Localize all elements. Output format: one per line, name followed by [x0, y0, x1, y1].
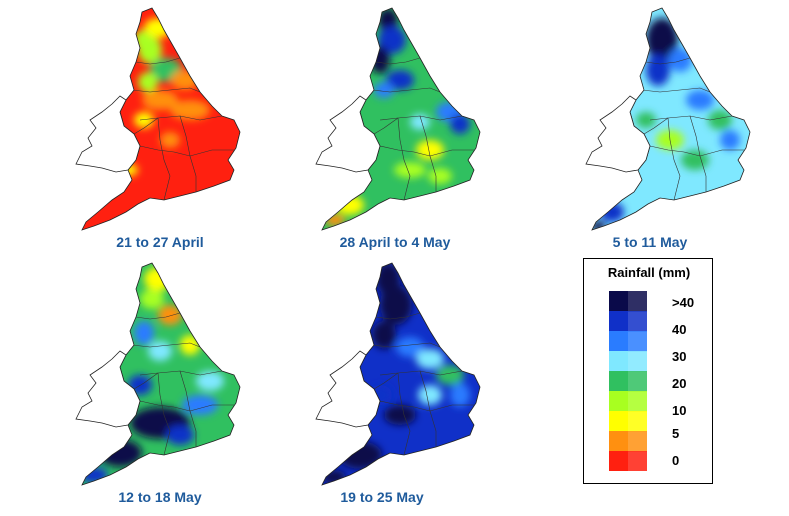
legend-label-gt40: >40 — [672, 295, 695, 310]
wales-outline — [75, 350, 141, 428]
region-boundary — [371, 87, 441, 93]
legend-swatch — [628, 351, 647, 372]
legend-swatch — [609, 411, 628, 432]
region-boundary — [135, 312, 181, 320]
legend-label-40: 40 — [672, 322, 687, 337]
legend-swatch — [628, 451, 647, 471]
region-boundary — [379, 400, 474, 412]
map-caption-4: 12 to 18 May — [118, 489, 202, 505]
legend-swatch — [609, 291, 628, 312]
legend-swatch — [628, 311, 647, 332]
wales-outline — [315, 350, 381, 428]
legend-label-30: 30 — [672, 349, 687, 364]
legend-swatch — [628, 331, 647, 352]
england-wales-map-1 — [75, 7, 241, 231]
region-boundary — [643, 117, 669, 135]
map-caption-3: 5 to 11 May — [612, 234, 688, 250]
map-panel-3 — [550, 0, 789, 235]
rainfall-fill — [592, 8, 750, 230]
legend-swatch — [609, 371, 628, 392]
region-boundary — [397, 117, 411, 201]
england-wales-map-2 — [315, 7, 481, 231]
region-boundary — [131, 342, 201, 348]
region-boundary — [641, 87, 711, 93]
region-boundary — [133, 117, 159, 135]
region-boundary — [139, 145, 234, 157]
map-panel-1 — [40, 0, 280, 235]
region-boundary — [135, 57, 181, 65]
map-panel-5 — [280, 255, 520, 490]
rainfall-legend: Rainfall (mm) >40 40 30 20 10 5 0 — [583, 258, 713, 484]
legend-swatch — [609, 451, 628, 471]
region-boundary — [375, 312, 421, 320]
region-boundary — [157, 372, 171, 456]
legend-swatch — [628, 371, 647, 392]
legend-swatch — [628, 291, 647, 312]
legend-swatch — [628, 411, 647, 432]
legend-label-10: 10 — [672, 403, 687, 418]
wales-outline — [75, 95, 141, 173]
region-boundary — [133, 372, 159, 390]
legend-swatch — [609, 431, 628, 452]
region-boundary — [157, 117, 171, 201]
legend-swatch — [609, 391, 628, 412]
legend-swatch — [609, 311, 628, 332]
legend-label-0: 0 — [672, 453, 680, 468]
england-wales-map-3 — [585, 7, 751, 231]
legend-swatch — [628, 431, 647, 452]
region-boundary — [373, 372, 399, 390]
map-caption-2: 28 April to 4 May — [339, 234, 451, 250]
wales-outline — [315, 95, 381, 173]
legend-swatch — [609, 351, 628, 372]
england-wales-map-4 — [75, 262, 241, 486]
map-caption-5: 19 to 25 May — [340, 489, 424, 505]
region-boundary — [397, 372, 411, 456]
map-panel-4 — [40, 255, 280, 490]
legend-swatch — [628, 391, 647, 412]
region-boundary — [371, 342, 441, 348]
region-boundary — [649, 145, 744, 157]
region-boundary — [139, 400, 234, 412]
region-boundary — [375, 57, 421, 65]
wales-outline — [585, 95, 651, 173]
region-boundary — [131, 87, 201, 93]
region-boundary — [379, 145, 474, 157]
legend-color-bar — [609, 291, 647, 471]
map-caption-1: 21 to 27 April — [116, 234, 204, 250]
legend-swatch — [609, 331, 628, 352]
legend-label-20: 20 — [672, 376, 687, 391]
england-wales-map-5 — [315, 262, 481, 486]
rainfall-fill — [82, 8, 240, 230]
map-panel-2 — [280, 0, 520, 235]
region-boundary — [645, 57, 691, 65]
legend-title: Rainfall (mm) — [607, 265, 691, 280]
region-boundary — [667, 117, 681, 201]
region-boundary — [373, 117, 399, 135]
legend-label-5: 5 — [672, 426, 680, 441]
